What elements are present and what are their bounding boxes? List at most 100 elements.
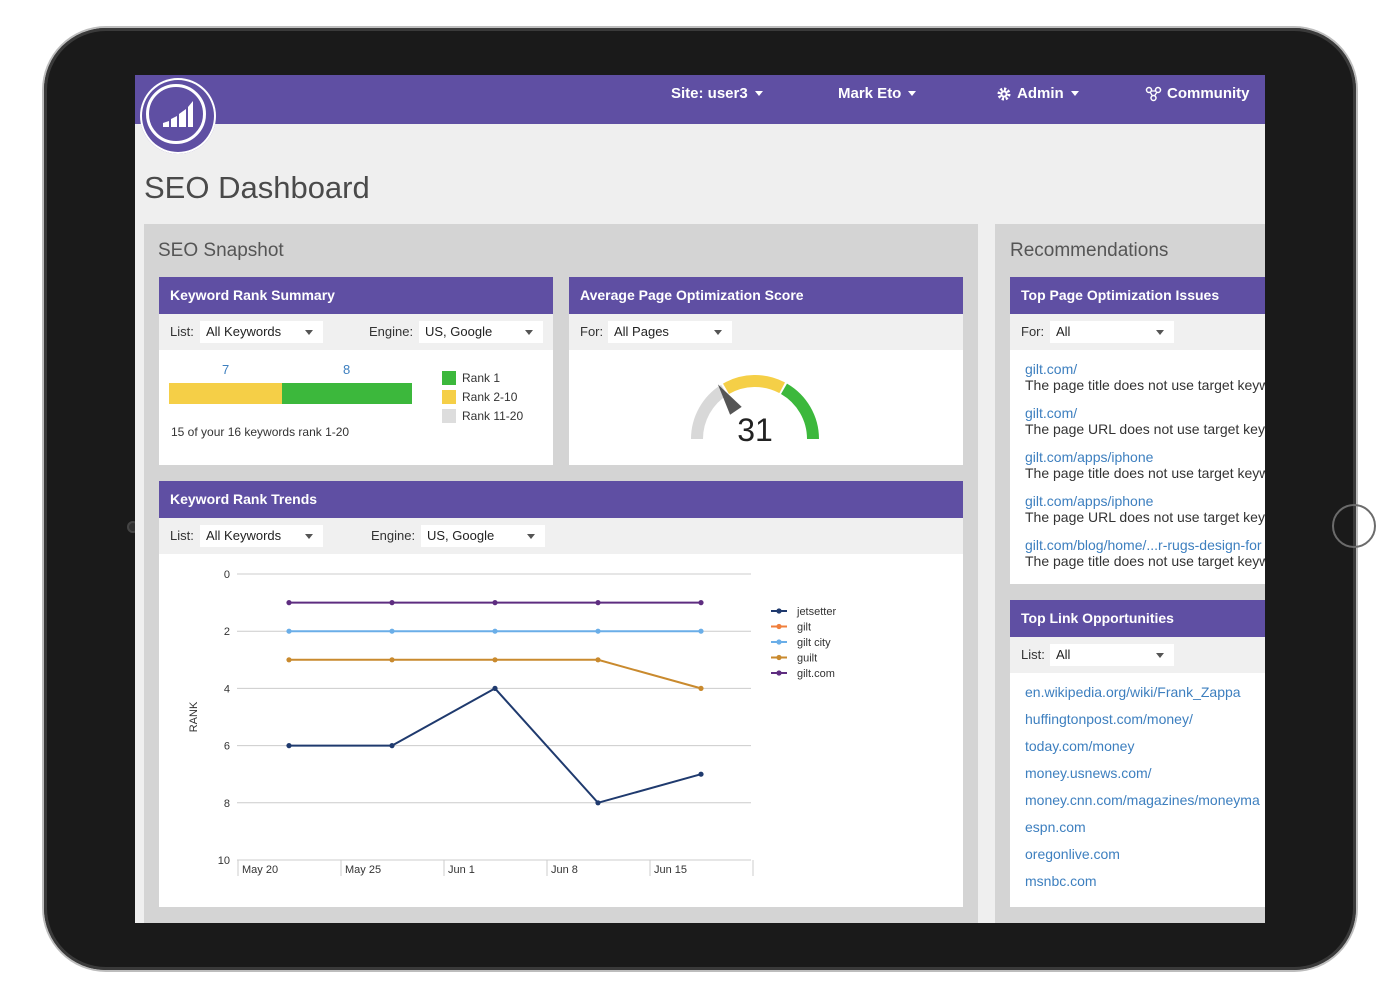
link-opportunity[interactable]: today.com/money [1025,738,1135,754]
issue-url-link[interactable]: gilt.com/ [1025,405,1078,421]
link-opportunity[interactable]: en.wikipedia.org/wiki/Frank_Zappa [1025,684,1241,700]
recommendations-section: Recommendations Top Page Optimization Is… [995,224,1265,923]
for-label: For: [1021,324,1045,339]
legend-marker [776,623,782,630]
issue-description: The page title does not use target keyw [1025,377,1265,393]
link-opportunity[interactable]: espn.com [1025,819,1086,835]
filter-bar: For: All Pages [569,314,963,350]
legend-label: gilt [797,622,811,634]
site-menu-label: Site: user3 [671,85,748,102]
legend-swatch [442,389,456,404]
list-select[interactable]: All Keywords [200,321,323,343]
data-point [698,771,704,777]
issues-list: gilt.com/ The page title does not use ta… [1025,361,1265,581]
chevron-down-icon [527,534,535,539]
keyword-rank-summary-panel: Keyword Rank Summary List: All Keywords … [159,277,553,465]
gauge-high-arc [780,383,819,440]
issue-url-link[interactable]: gilt.com/apps/iphone [1025,449,1154,465]
data-point [595,800,601,806]
admin-menu[interactable]: Admin [996,85,1079,102]
gauge-low-arc [691,384,728,440]
section-title: SEO Snapshot [158,240,284,261]
panel-title: Keyword Rank Trends [159,481,963,518]
gauge-needle [717,384,742,415]
optimization-score-panel: Average Page Optimization Score For: All… [569,277,963,465]
gear-icon [997,87,1011,100]
data-point [698,628,704,634]
home-button[interactable] [1332,504,1376,548]
list-label: List: [1021,647,1045,662]
for-select[interactable]: All Pages [608,321,732,343]
user-menu[interactable]: Mark Eto [838,85,917,102]
x-tick-label: Jun 1 [448,864,475,876]
rank2-count: 8 [343,362,351,377]
link-opportunity[interactable]: msnbc.com [1025,873,1097,889]
x-tick-label: Jun 8 [551,864,578,876]
chevron-down-icon [305,330,313,335]
issue-url-link[interactable]: gilt.com/apps/iphone [1025,493,1154,509]
seo-snapshot-section: SEO Snapshot Keyword Rank Summary List: … [144,224,978,923]
engine-select[interactable]: US, Google [421,525,545,547]
data-point [595,600,601,606]
data-point [492,600,498,606]
data-point [595,657,601,663]
rank-legend: Rank 1 Rank 2-10 Rank 11-20 [442,368,523,425]
for-label: For: [580,324,604,339]
for-select[interactable]: All [1050,321,1174,343]
legend-marker [776,654,782,661]
legend-label: guilt [797,653,817,665]
engine-select[interactable]: US, Google [419,321,543,343]
chevron-down-icon [908,91,917,96]
issue-url-link[interactable]: gilt.com/ [1025,361,1078,377]
rank1-count: 7 [222,362,230,377]
data-point [286,600,292,606]
rank-2-10-bar-segment [169,383,283,404]
list-select[interactable]: All Keywords [200,525,323,547]
admin-menu-label: Admin [1017,85,1064,102]
panel-title: Top Page Optimization Issues [1010,277,1265,314]
data-point [492,657,498,663]
legend-swatch [442,370,456,385]
panel-title: Keyword Rank Summary [159,277,553,314]
issue-description: The page URL does not use target keyw [1025,509,1265,525]
list-select-value: All Keywords [206,528,282,543]
x-tick-label: May 25 [345,864,381,876]
rank-trend-chart: 0 2 4 6 8 10 RANK May 20 May 25 Jun 1 Jun 8 Jun 15 j… [188,569,836,876]
link-opportunity[interactable]: oregonlive.com [1025,846,1120,862]
chevron-down-icon [1156,653,1164,658]
chevron-down-icon [1156,330,1164,335]
for-select-value: All Pages [614,324,669,339]
legend-item-rank1: Rank 1 [442,368,523,387]
chevron-down-icon [754,91,763,96]
chevron-down-icon [525,330,533,335]
data-point [286,743,292,749]
link-opportunity[interactable]: money.cnn.com/magazines/moneyma [1025,792,1260,808]
gauge-mid-arc [723,375,786,395]
data-point [389,657,395,663]
rank-stacked-bar [169,383,412,404]
data-point [389,628,395,634]
brand-logo[interactable] [140,78,216,154]
list-item: gilt.com/blog/home/...r-rugs-design-for … [1025,537,1265,581]
panel-title: Top Link Opportunities [1010,600,1265,637]
for-select-value: All [1056,324,1071,339]
y-tick-label: 2 [224,626,230,638]
community-link[interactable]: Community [1145,85,1250,102]
site-menu[interactable]: Site: user3 [671,85,763,102]
link-opportunity[interactable]: money.usnews.com/ [1025,765,1152,781]
link-opportunity[interactable]: huffingtonpost.com/money/ [1025,711,1193,727]
legend-item-rank2-10: Rank 2-10 [442,387,523,406]
list-item: gilt.com/ The page title does not use ta… [1025,361,1265,405]
page-optimization-issues-panel: Top Page Optimization Issues For: All gi… [1010,277,1265,584]
panel-title: Average Page Optimization Score [569,277,963,314]
list-select[interactable]: All [1050,644,1174,666]
legend-label: Rank 11-20 [462,408,524,423]
legend-label: Rank 1 [462,370,501,385]
list-item: gilt.com/apps/iphone The page title does… [1025,449,1265,493]
list-item: gilt.com/ The page URL does not use targ… [1025,405,1265,449]
issue-url-link[interactable]: gilt.com/blog/home/...r-rugs-design-for [1025,537,1262,553]
engine-label: Engine: [369,324,414,339]
list-select-value: All [1056,647,1071,662]
y-tick-label: 0 [224,569,230,581]
link-opportunities-list: en.wikipedia.org/wiki/Frank_Zappa huffin… [1025,684,1265,900]
